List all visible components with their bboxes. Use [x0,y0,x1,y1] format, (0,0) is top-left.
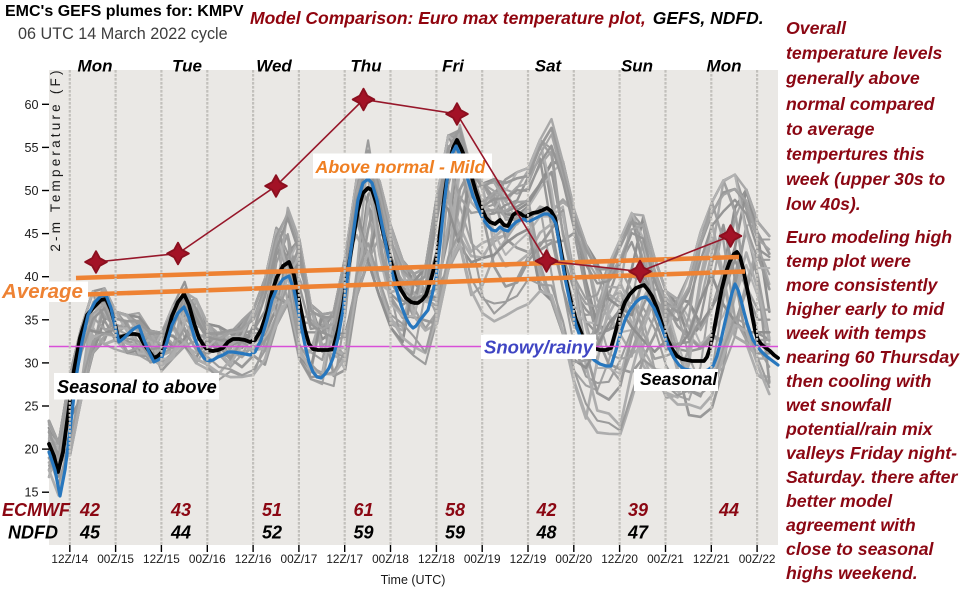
svg-text:Mon: Mon [78,57,113,76]
svg-text:12Z/17: 12Z/17 [326,552,363,566]
svg-text:59: 59 [445,523,465,543]
svg-text:43: 43 [170,500,191,520]
svg-text:00Z/22: 00Z/22 [739,552,776,566]
svg-text:30: 30 [24,356,38,370]
svg-text:ECMWF: ECMWF [2,500,71,520]
svg-text:00Z/19: 00Z/19 [464,552,501,566]
svg-text:NDFD: NDFD [8,523,58,543]
svg-text:Wed: Wed [256,57,292,76]
svg-text:61: 61 [353,500,373,520]
svg-text:Above normal - Mild: Above normal - Mild [315,157,487,177]
svg-text:39: 39 [628,500,648,520]
svg-text:58: 58 [445,500,465,520]
svg-text:48: 48 [535,523,556,543]
svg-text:Snowy/rainy: Snowy/rainy [484,337,595,358]
svg-text:00Z/15: 00Z/15 [97,552,134,566]
svg-text:Tue: Tue [172,57,202,76]
svg-text:12Z/15: 12Z/15 [143,552,180,566]
svg-text:2-m Temperature (F): 2-m Temperature (F) [48,67,63,251]
svg-text:Fri: Fri [442,57,465,76]
svg-text:Thu: Thu [350,57,382,76]
svg-text:44: 44 [718,500,739,520]
svg-text:Average: Average [1,280,83,303]
svg-text:Mon: Mon [707,57,742,76]
svg-text:25: 25 [24,400,38,414]
svg-text:12Z/18: 12Z/18 [418,552,455,566]
svg-text:12Z/16: 12Z/16 [235,552,272,566]
svg-text:Seasonal to above: Seasonal to above [57,377,217,397]
svg-text:20: 20 [24,443,38,457]
svg-text:35: 35 [24,313,38,327]
svg-text:Sun: Sun [621,57,653,76]
svg-text:44: 44 [170,523,191,543]
svg-text:50: 50 [24,184,38,198]
svg-text:51: 51 [262,500,282,520]
svg-text:45: 45 [24,227,38,241]
svg-text:Sat: Sat [535,57,563,76]
svg-text:59: 59 [353,523,373,543]
svg-text:00Z/18: 00Z/18 [372,552,409,566]
svg-text:42: 42 [535,500,556,520]
svg-text:00Z/17: 00Z/17 [281,552,318,566]
svg-text:Seasonal: Seasonal [640,369,718,389]
svg-text:00Z/21: 00Z/21 [647,552,684,566]
svg-text:55: 55 [24,141,38,155]
svg-text:Time (UTC): Time (UTC) [381,573,446,587]
svg-text:52: 52 [262,523,282,543]
svg-text:12Z/19: 12Z/19 [510,552,547,566]
svg-text:42: 42 [79,500,100,520]
svg-text:00Z/16: 00Z/16 [189,552,226,566]
svg-text:15: 15 [24,486,38,500]
svg-text:12Z/20: 12Z/20 [601,552,638,566]
svg-text:45: 45 [79,523,101,543]
svg-text:40: 40 [24,270,38,284]
svg-text:00Z/20: 00Z/20 [555,552,592,566]
svg-text:12Z/21: 12Z/21 [693,552,730,566]
svg-text:12Z/14: 12Z/14 [51,552,88,566]
svg-text:47: 47 [627,523,649,543]
svg-text:60: 60 [24,98,38,112]
